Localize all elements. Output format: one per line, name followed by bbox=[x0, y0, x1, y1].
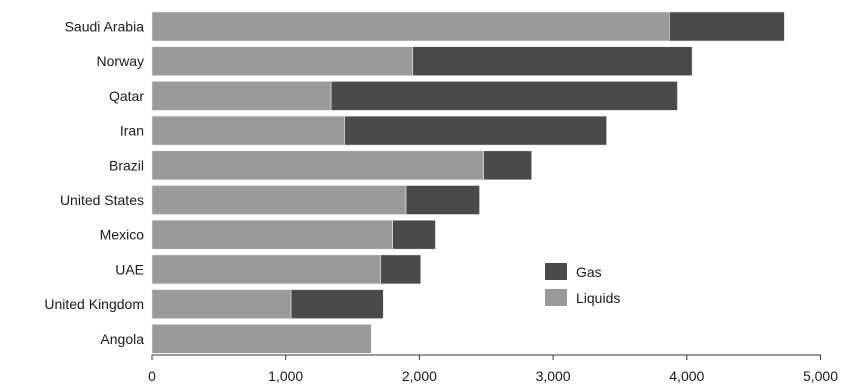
bar-liquids-brazil bbox=[151, 150, 484, 181]
bars-group bbox=[151, 11, 785, 354]
bar-liquids-saudi-arabia bbox=[151, 11, 670, 42]
legend-label-gas: Gas bbox=[576, 264, 602, 280]
category-label-iran: Iran bbox=[120, 123, 144, 139]
x-tick-label: 2,000 bbox=[402, 368, 437, 384]
bar-gas-iran bbox=[344, 115, 607, 146]
bar-gas-mexico bbox=[392, 219, 436, 250]
bar-gas-saudi-arabia bbox=[669, 11, 785, 42]
bar-gas-norway bbox=[412, 46, 693, 77]
category-label-qatar: Qatar bbox=[109, 88, 144, 104]
bar-liquids-mexico bbox=[151, 219, 393, 250]
x-tick-label: 0 bbox=[148, 368, 156, 384]
category-labels: Saudi Arabia Norway Qatar Iran Brazil United … bbox=[44, 19, 144, 347]
bar-liquids-united-states bbox=[151, 185, 407, 215]
bar-gas-qatar bbox=[330, 81, 678, 111]
bar-gas-brazil bbox=[483, 150, 533, 181]
legend-swatch-gas bbox=[545, 263, 567, 280]
category-label-brazil: Brazil bbox=[109, 157, 144, 173]
category-label-mexico: Mexico bbox=[100, 227, 145, 243]
legend-label-liquids: Liquids bbox=[576, 290, 620, 306]
category-label-united-kingdom: United Kingdom bbox=[44, 296, 144, 312]
bar-liquids-united-kingdom bbox=[151, 289, 292, 319]
bar-liquids-qatar bbox=[151, 81, 332, 111]
x-tick-label: 3,000 bbox=[536, 368, 571, 384]
bar-gas-uae bbox=[380, 254, 422, 285]
x-axis-ticks: 0 1,000 2,000 3,000 4,000 5,000 bbox=[148, 355, 838, 384]
category-label-united-states: United States bbox=[60, 192, 144, 208]
bar-gas-united-kingdom bbox=[290, 289, 384, 319]
legend-swatch-liquids bbox=[545, 289, 567, 306]
bar-gas-united-states bbox=[405, 185, 480, 215]
bar-liquids-uae bbox=[151, 254, 381, 285]
bar-liquids-angola bbox=[151, 323, 372, 354]
x-tick-label: 4,000 bbox=[669, 368, 704, 384]
legend: Gas Liquids bbox=[545, 263, 620, 306]
x-tick-label: 5,000 bbox=[803, 368, 838, 384]
bar-liquids-norway bbox=[151, 46, 414, 77]
x-tick-label: 1,000 bbox=[268, 368, 303, 384]
category-label-saudi-arabia: Saudi Arabia bbox=[65, 19, 145, 35]
category-label-uae: UAE bbox=[115, 261, 144, 277]
category-label-angola: Angola bbox=[100, 331, 144, 347]
category-label-norway: Norway bbox=[97, 53, 144, 69]
bar-liquids-iran bbox=[151, 115, 345, 146]
